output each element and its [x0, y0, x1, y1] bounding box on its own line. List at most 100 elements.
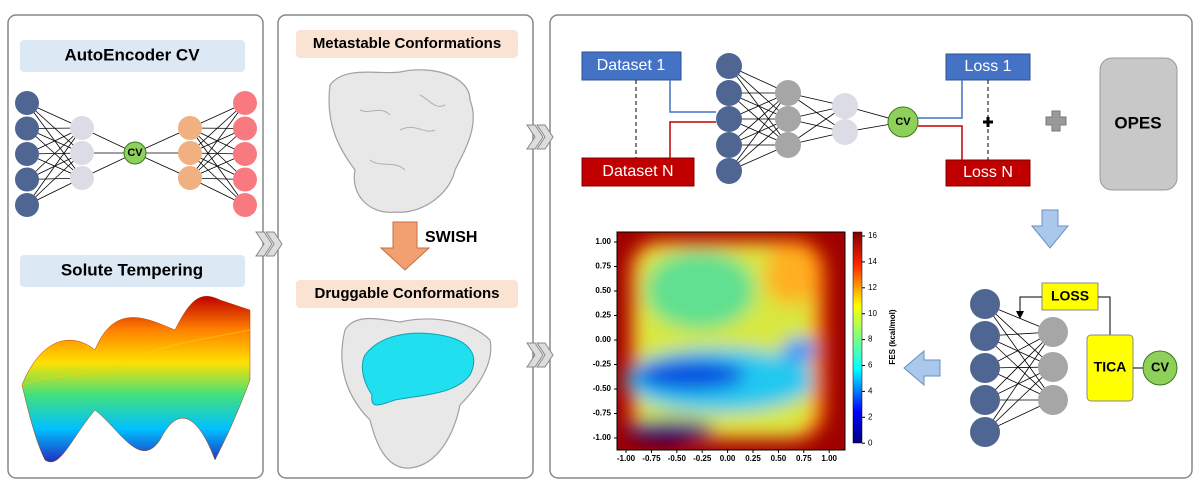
connector — [669, 121, 716, 158]
label-box — [20, 40, 245, 72]
node — [1038, 352, 1068, 382]
colorbar-label: FES (kcal/mol) — [888, 309, 897, 364]
down-arrow — [379, 221, 431, 271]
protein-surface — [328, 69, 474, 213]
node — [970, 385, 1000, 415]
tica-network — [970, 289, 1068, 447]
node — [123, 141, 147, 165]
down-arrow — [1030, 209, 1070, 249]
left-arrow — [903, 349, 941, 387]
loss-label: LOSS — [1051, 288, 1089, 304]
solute-label: Solute Tempering — [61, 260, 203, 279]
node — [233, 193, 257, 217]
training-network: CV — [716, 53, 919, 184]
edge — [984, 331, 1054, 433]
binding-pocket — [361, 332, 475, 406]
edge — [26, 152, 83, 206]
node — [887, 106, 919, 138]
x-tick-label: 0.50 — [771, 454, 787, 463]
loss-n: Loss N — [963, 164, 1013, 181]
loss-box — [1041, 282, 1099, 311]
y-tick-label: 0.00 — [595, 335, 611, 344]
x-tick-label: -0.50 — [668, 454, 687, 463]
node — [775, 132, 801, 158]
node — [178, 141, 202, 165]
colorbar-tick-label: 10 — [868, 309, 877, 318]
cv-label: CV — [127, 147, 143, 159]
plus-sign — [1045, 110, 1067, 132]
node — [233, 91, 257, 115]
node — [716, 106, 742, 132]
colorbar-tick-label: 16 — [868, 231, 877, 240]
node — [970, 321, 1000, 351]
loss-box — [945, 53, 1031, 81]
dataset-n: Dataset N — [602, 163, 673, 180]
node — [15, 91, 39, 115]
plot-frame — [616, 231, 846, 451]
node — [1038, 385, 1068, 415]
autoencoder-network: CV — [15, 91, 257, 217]
sum-sign — [983, 117, 993, 127]
x-tick-label: 0.75 — [796, 454, 812, 463]
node — [178, 116, 202, 140]
label-box — [20, 255, 245, 287]
node — [775, 106, 801, 132]
loss-1: Loss 1 — [964, 58, 1011, 75]
colorbar-tick-label: 14 — [868, 257, 877, 266]
cv-node — [1142, 350, 1178, 386]
edge — [728, 92, 789, 146]
node — [775, 80, 801, 106]
x-tick-label: 0.00 — [720, 454, 736, 463]
colorbar-tick-label: 0 — [868, 438, 873, 447]
node — [970, 353, 1000, 383]
node — [970, 417, 1000, 447]
edge — [189, 102, 246, 154]
edge — [984, 366, 1054, 433]
chevrons — [255, 124, 554, 368]
colorbar — [852, 231, 863, 444]
node — [70, 116, 94, 140]
y-tick-label: -0.25 — [593, 360, 612, 369]
edge — [984, 303, 1054, 368]
node — [716, 132, 742, 158]
edge — [728, 65, 789, 146]
edge — [728, 65, 789, 120]
metastable-label: Metastable Conformations — [313, 35, 501, 52]
fes-axes: 1.00 0.75 0.50 0.25 0.00 -0.25 -0.50 -0.75 -1.00… — [593, 231, 878, 463]
edge — [728, 92, 789, 172]
connector — [918, 125, 963, 160]
node — [70, 141, 94, 165]
connector — [918, 80, 963, 119]
y-tick-label: -0.75 — [593, 409, 612, 418]
label-box — [296, 30, 518, 58]
opes-box — [1099, 57, 1178, 191]
node — [716, 53, 742, 79]
edge — [728, 118, 789, 172]
cv-label: CV — [1151, 359, 1169, 374]
autoencoder-label: AutoEncoder CV — [64, 45, 200, 64]
swish-label: SWISH — [425, 229, 477, 246]
dataset-box — [581, 51, 682, 81]
node — [832, 119, 858, 145]
opes-label: OPES — [1114, 113, 1161, 132]
fes-heatmap — [617, 232, 845, 450]
node — [716, 80, 742, 106]
node — [716, 158, 742, 184]
protein-texture — [359, 94, 446, 171]
node — [15, 116, 39, 141]
tempering-surface — [21, 296, 251, 463]
colorbar-tick-label: 8 — [868, 335, 873, 344]
y-tick-label: 0.50 — [595, 286, 611, 295]
colorbar-tick-label: 4 — [868, 387, 873, 396]
node — [233, 142, 257, 166]
edge — [189, 128, 246, 179]
node — [70, 166, 94, 190]
node — [970, 289, 1000, 319]
node — [233, 167, 257, 192]
edge — [26, 127, 83, 206]
dataset-box — [581, 157, 695, 187]
colorbar-tick-label: 6 — [868, 361, 873, 370]
colorbar-tick-label: 2 — [868, 412, 873, 421]
y-tick-label: 0.75 — [595, 262, 611, 271]
